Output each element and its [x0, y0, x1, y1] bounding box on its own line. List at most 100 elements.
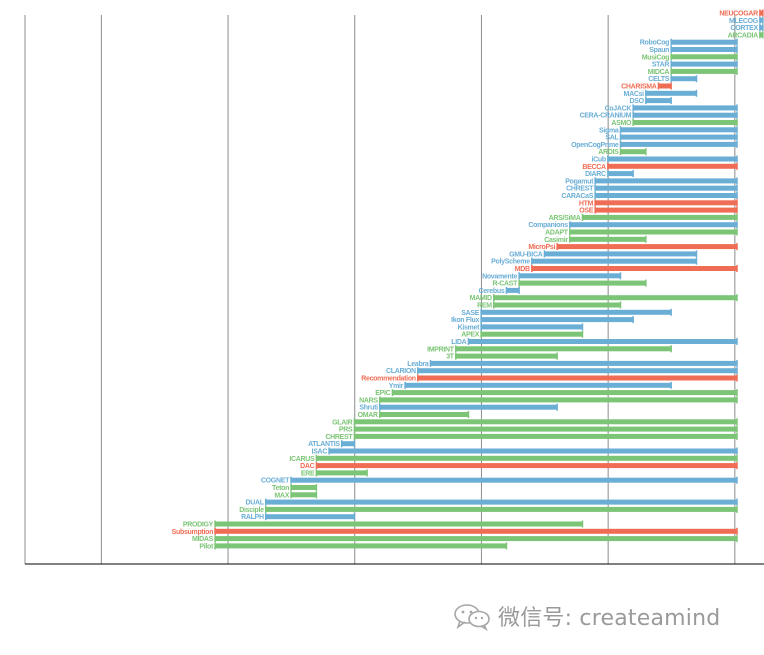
bar	[354, 419, 737, 425]
bar-label: GMU-BICA	[509, 251, 543, 258]
bar-label: MIDCA	[648, 69, 670, 76]
bar-label: BECCA	[582, 164, 606, 171]
bar-label: OpenCogPrime	[571, 142, 619, 149]
bar	[544, 251, 697, 257]
bar	[607, 156, 737, 162]
bar	[481, 317, 634, 323]
bar-label: iCub	[591, 157, 605, 164]
bar	[759, 10, 763, 16]
bar-label: GLAIR	[332, 419, 353, 426]
bar	[215, 543, 507, 549]
bar	[493, 302, 621, 308]
bar	[633, 120, 737, 125]
bar-label: CHARISMA	[621, 84, 657, 91]
bar	[455, 353, 558, 359]
bar	[595, 185, 737, 191]
bar	[417, 375, 737, 381]
bar-label: DSO	[630, 98, 645, 105]
watermark: 微信号: createamind	[452, 600, 720, 632]
bar	[468, 339, 737, 344]
bar-label: Spaun	[649, 47, 669, 54]
watermark-text: 微信号: createamind	[498, 606, 721, 631]
bar-label: Disciple	[239, 507, 264, 514]
bar-label: COGNET	[261, 478, 290, 485]
bar	[316, 463, 737, 469]
bar	[215, 536, 738, 542]
bar	[595, 193, 737, 198]
bar-label: MicroPsi	[528, 244, 555, 251]
bar	[557, 244, 737, 250]
bar-label: CELTS	[648, 76, 670, 83]
bar	[291, 477, 737, 483]
bar	[215, 528, 738, 534]
bar-label: Companions	[528, 222, 568, 229]
bar-label: Sigma	[599, 127, 619, 134]
bar	[633, 112, 737, 118]
bar-label: RoboCog	[640, 40, 669, 47]
bar-label: RALPH	[241, 514, 264, 521]
bar-label: Ymir	[389, 383, 404, 390]
bar	[493, 295, 737, 301]
bar	[430, 360, 737, 366]
bar	[417, 368, 737, 374]
bar-label: OMAR	[358, 412, 378, 419]
bar-label: Pilot	[199, 543, 214, 550]
bar-label: DAC	[300, 463, 315, 470]
bar	[582, 214, 737, 220]
bar-label: ADAPT	[545, 230, 569, 237]
bar	[620, 149, 646, 155]
bar	[645, 90, 697, 96]
bar	[671, 68, 737, 74]
bar-label: PRODIGY	[183, 522, 214, 529]
bar	[341, 441, 355, 447]
bar	[595, 200, 737, 206]
bar	[405, 382, 672, 388]
bar	[265, 506, 737, 512]
bar-label: MACsi	[624, 91, 645, 98]
bar	[569, 222, 737, 228]
bar-label: Teton	[272, 485, 289, 492]
bar-label: MIDAS	[192, 536, 214, 543]
bar	[316, 455, 737, 461]
bar-label: SASE	[461, 310, 479, 317]
bar-label: DUAL	[245, 500, 264, 507]
bar	[354, 426, 737, 432]
bar	[329, 448, 737, 454]
bar	[291, 485, 317, 490]
bar-label: Novamente	[482, 273, 517, 280]
bar-label: LIDA	[451, 339, 466, 346]
bar	[316, 470, 368, 476]
bar	[671, 54, 737, 60]
bar	[645, 98, 672, 104]
bar-label: ICARUS	[289, 456, 315, 463]
bar-label: ARCADIA	[728, 32, 758, 39]
label-series: NEUCOGARMLECOGCORTEXARCADIARoboCogSpaunM…	[172, 11, 759, 551]
bar	[481, 331, 583, 337]
bar-label: EPIC	[375, 390, 390, 397]
bar	[671, 39, 737, 45]
bar-label: CERA-CRANIUM	[580, 113, 632, 120]
bar	[379, 397, 737, 403]
bar	[392, 390, 737, 396]
bar-label: CHREST	[566, 186, 594, 193]
bar	[519, 280, 646, 286]
bar	[379, 404, 558, 410]
bar-label: PolyScheme	[491, 259, 530, 266]
bar	[671, 76, 697, 82]
bar	[481, 324, 583, 330]
bar	[671, 47, 737, 52]
bar-label: MDB	[515, 266, 530, 273]
bar-label: Pogamut	[565, 178, 594, 185]
bar-label: IMPRINT	[427, 346, 455, 353]
bar-label: R-CAST	[492, 281, 518, 288]
bar-label: CLARION	[386, 368, 416, 375]
bar-label: Shruti	[359, 405, 378, 412]
bar	[759, 32, 763, 38]
bar	[633, 105, 737, 111]
bar-label: Leabra	[407, 361, 429, 368]
bar-label: ATLANTIS	[308, 441, 340, 448]
bar-label: MAX	[274, 492, 289, 499]
bar	[569, 229, 737, 235]
bar-series	[214, 9, 764, 550]
bar-label: REM	[477, 303, 492, 310]
